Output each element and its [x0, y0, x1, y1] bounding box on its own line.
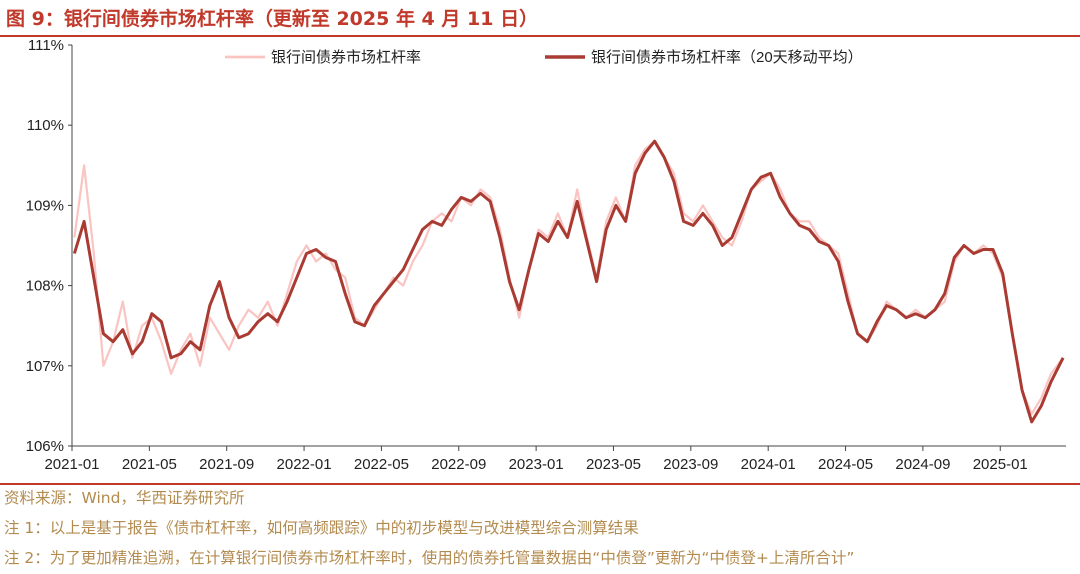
series-ma20-line — [72, 139, 1065, 424]
x-tick-label: 2022-01 — [277, 456, 332, 473]
x-tick-label: 2021-01 — [44, 456, 99, 473]
y-tick-label: 109% — [26, 197, 64, 214]
leverage-line-chart: 106% 107% 108% 109% 110% 111% 2021-01 2021-05 20… — [26, 37, 1066, 473]
y-tick-label: 107% — [26, 358, 64, 375]
x-tick-label: 2024-09 — [895, 456, 950, 473]
y-tick-label: 106% — [26, 438, 64, 455]
x-tick-label: 2023-05 — [586, 456, 641, 473]
y-tick-label: 108% — [26, 278, 64, 295]
x-tick-label: 2021-05 — [122, 456, 177, 473]
footnote-2: 注 2：为了更加精准追溯，在计算银行间债券市场杠杆率时，使用的债券托管量数据由“… — [4, 549, 855, 567]
legend-label: 银行间债券市场杠杆率（20天移动平均） — [591, 49, 863, 66]
source-note: 资料来源：Wind，华西证券研究所 — [4, 489, 245, 507]
y-tick-label: 111% — [28, 37, 64, 54]
x-tick-label: 2022-09 — [431, 456, 486, 473]
legend-label: 银行间债券市场杠杆率 — [271, 49, 421, 66]
footer-divider — [0, 483, 1080, 485]
title-divider — [0, 35, 1080, 37]
title-bar: 图 9：银行间债券市场杠杆率（更新至 2025 年 4 月 11 日） — [0, 0, 1080, 34]
x-tick-label: 2024-01 — [741, 456, 796, 473]
x-tick-label: 2023-09 — [663, 456, 718, 473]
series-raw-line — [73, 140, 1064, 415]
x-tick-label: 2025-01 — [973, 456, 1028, 473]
x-tick-label: 2021-09 — [199, 456, 254, 473]
x-tick-label: 2023-01 — [509, 456, 564, 473]
x-tick-label: 2022-05 — [354, 456, 409, 473]
figure-title: 图 9：银行间债券市场杠杆率（更新至 2025 年 4 月 11 日） — [6, 8, 539, 30]
y-tick-label: 110% — [27, 117, 64, 134]
x-tick-label: 2024-05 — [818, 456, 873, 473]
footnote-1: 注 1：以上是基于报告《债市杠杆率，如何高频跟踪》中的初步模型与改进模型综合测算… — [4, 519, 639, 537]
